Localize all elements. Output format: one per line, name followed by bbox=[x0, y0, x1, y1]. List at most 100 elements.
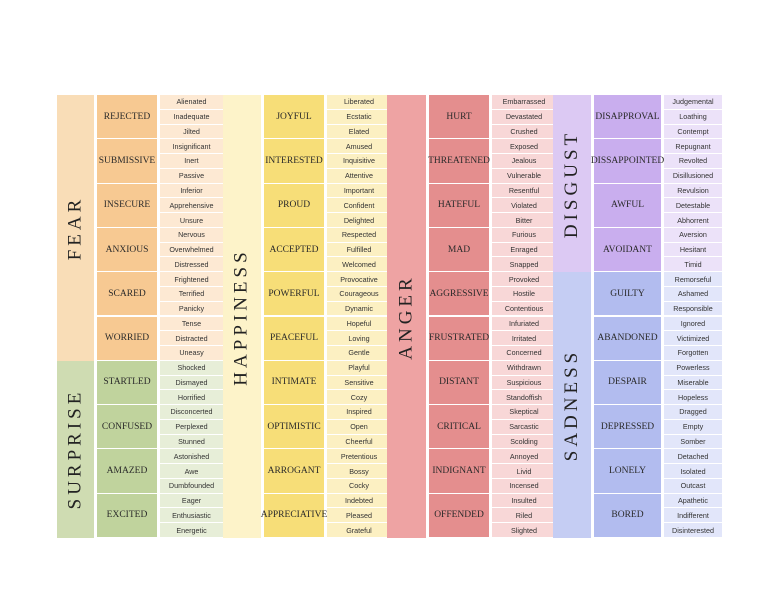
tertiary-emotion: Stunned bbox=[160, 434, 223, 450]
tertiary-emotion: Astonished bbox=[160, 449, 223, 465]
tertiary-emotion: Inadequate bbox=[160, 109, 223, 125]
secondary-emotion: INDIGNANT bbox=[429, 449, 489, 494]
emotion-group: DISGUST DISAPPROVAL Judgemental Loathing Con… bbox=[553, 95, 722, 538]
tertiary-emotion: Delighted bbox=[327, 213, 391, 228]
secondary-emotion: HURT bbox=[429, 95, 489, 140]
secondary-emotion: INTERESTED bbox=[264, 139, 324, 184]
tertiary-emotion: Disillusioned bbox=[664, 168, 722, 184]
tertiary-emotion: Inquisitive bbox=[327, 154, 391, 169]
tertiary-emotion: Withdrawn bbox=[492, 360, 556, 376]
core-emotion-text: FEAR bbox=[64, 195, 86, 261]
tertiary-emotion: Slighted bbox=[492, 523, 556, 538]
secondary-emotion: EXCITED bbox=[97, 493, 157, 538]
secondary-emotion: AWFUL bbox=[594, 183, 661, 228]
tertiary-emotion: Courageous bbox=[327, 286, 391, 302]
tertiary-emotion: Snapped bbox=[492, 257, 556, 273]
tertiary-emotion: Inspired bbox=[327, 405, 391, 420]
secondary-emotion: HATEFUL bbox=[429, 183, 489, 228]
secondary-emotion: DISAPPROVAL bbox=[594, 95, 661, 140]
tertiary-emotion: Distressed bbox=[160, 257, 223, 273]
tertiary-emotion: Annoyed bbox=[492, 449, 556, 465]
tertiary-emotion: Revolted bbox=[664, 154, 722, 169]
tertiary-emotion: Hesitant bbox=[664, 242, 722, 258]
core-emotion-text: SURPRISE bbox=[64, 389, 86, 510]
tertiary-emotion: Abhorrent bbox=[664, 213, 722, 228]
tertiary-emotion: Judgemental bbox=[664, 95, 722, 110]
tertiary-emotion: Ashamed bbox=[664, 286, 722, 302]
tertiary-emotion: Inferior bbox=[160, 183, 223, 199]
secondary-emotion: THREATENED bbox=[428, 139, 490, 184]
secondary-emotion: REJECTED bbox=[97, 95, 157, 140]
secondary-emotion: WORRIED bbox=[97, 316, 157, 361]
tertiary-emotion: Detestable bbox=[664, 198, 722, 214]
tertiary-emotion: Disconcerted bbox=[160, 405, 223, 420]
tertiary-emotion: Victimized bbox=[664, 331, 722, 347]
emotion-group: ANGER HURT Embarrassed Devastated Crushed THR… bbox=[387, 95, 556, 538]
core-emotion-text: HAPPINESS bbox=[231, 247, 252, 386]
secondary-emotion: DESPAIR bbox=[594, 360, 661, 406]
secondary-emotion: MAD bbox=[429, 227, 489, 273]
secondary-emotion: INTIMATE bbox=[264, 360, 324, 406]
emotion-group: FEAR REJECTED Alienated Inadequate Jilted SUB… bbox=[57, 95, 223, 538]
secondary-emotion: POWERFUL bbox=[264, 272, 324, 317]
tertiary-emotion: Sarcastic bbox=[492, 419, 556, 435]
tertiary-emotion: Bossy bbox=[327, 464, 391, 479]
tertiary-emotion: Contempt bbox=[664, 124, 722, 140]
secondary-emotion: BORED bbox=[594, 493, 661, 538]
tertiary-emotion: Repugnant bbox=[664, 139, 722, 155]
tertiary-emotion: Suspicious bbox=[492, 375, 556, 391]
secondary-emotion: AGGRESSIVE bbox=[429, 272, 489, 317]
tertiary-emotion: Amused bbox=[327, 139, 391, 155]
tertiary-emotion: Scolding bbox=[492, 434, 556, 450]
tertiary-emotion: Incensed bbox=[492, 478, 556, 494]
tertiary-emotion: Exposed bbox=[492, 139, 556, 155]
secondary-emotion: FRUSTRATED bbox=[429, 316, 489, 361]
secondary-emotion: ARROGANT bbox=[264, 449, 324, 494]
secondary-emotion: ACCEPTED bbox=[264, 227, 324, 273]
secondary-emotion: DISTANT bbox=[429, 360, 489, 406]
tertiary-emotion: Violated bbox=[492, 198, 556, 214]
tertiary-emotion: Cheerful bbox=[327, 434, 391, 450]
secondary-emotion: CRITICAL bbox=[429, 405, 489, 450]
tertiary-emotion: Energetic bbox=[160, 523, 223, 538]
tertiary-emotion: Unsure bbox=[160, 213, 223, 228]
core-emotion-label: SADNESS bbox=[553, 272, 591, 538]
emotion-group: HAPPINESS JOYFUL Liberated Ecstatic Elated IN… bbox=[223, 95, 391, 538]
tertiary-emotion: Crushed bbox=[492, 124, 556, 140]
tertiary-emotion: Dragged bbox=[664, 405, 722, 420]
tertiary-emotion: Jealous bbox=[492, 154, 556, 169]
secondary-emotion: DEPRESSED bbox=[594, 405, 661, 450]
tertiary-emotion: Dismayed bbox=[160, 375, 223, 391]
secondary-emotion: CONFUSED bbox=[97, 405, 157, 450]
core-emotion-text: ANGER bbox=[395, 273, 417, 360]
tertiary-emotion: Devastated bbox=[492, 109, 556, 125]
secondary-emotion: JOYFUL bbox=[264, 95, 324, 140]
tertiary-emotion: Ignored bbox=[664, 316, 722, 332]
tertiary-emotion: Eager bbox=[160, 493, 223, 509]
tertiary-emotion: Indifferent bbox=[664, 508, 722, 524]
tertiary-emotion: Irritated bbox=[492, 331, 556, 347]
tertiary-emotion: Insulted bbox=[492, 493, 556, 509]
tertiary-emotion: Grateful bbox=[327, 523, 391, 538]
tertiary-emotion: Tense bbox=[160, 316, 223, 332]
tertiary-emotion: Forgotten bbox=[664, 346, 722, 361]
tertiary-emotion: Vulnerable bbox=[492, 168, 556, 184]
tertiary-emotion: Hostile bbox=[492, 286, 556, 302]
tertiary-emotion: Isolated bbox=[664, 464, 722, 479]
secondary-emotion: INSECURE bbox=[97, 183, 157, 228]
tertiary-emotion: Awe bbox=[160, 464, 223, 479]
tertiary-emotion: Detached bbox=[664, 449, 722, 465]
tertiary-emotion: Alienated bbox=[160, 95, 223, 110]
tertiary-emotion: Responsible bbox=[664, 301, 722, 317]
secondary-emotion: OFFENDED bbox=[429, 493, 489, 538]
tertiary-emotion: Cozy bbox=[327, 390, 391, 406]
tertiary-emotion: Timid bbox=[664, 257, 722, 273]
tertiary-emotion: Resentful bbox=[492, 183, 556, 199]
secondary-emotion: ANXIOUS bbox=[97, 227, 157, 273]
tertiary-emotion: Overwhelmed bbox=[160, 242, 223, 258]
secondary-emotion: LONELY bbox=[594, 449, 661, 494]
core-emotion-label: SURPRISE bbox=[57, 360, 94, 538]
tertiary-emotion: Standoffish bbox=[492, 390, 556, 406]
tertiary-emotion: Perplexed bbox=[160, 419, 223, 435]
tertiary-emotion: Riled bbox=[492, 508, 556, 524]
